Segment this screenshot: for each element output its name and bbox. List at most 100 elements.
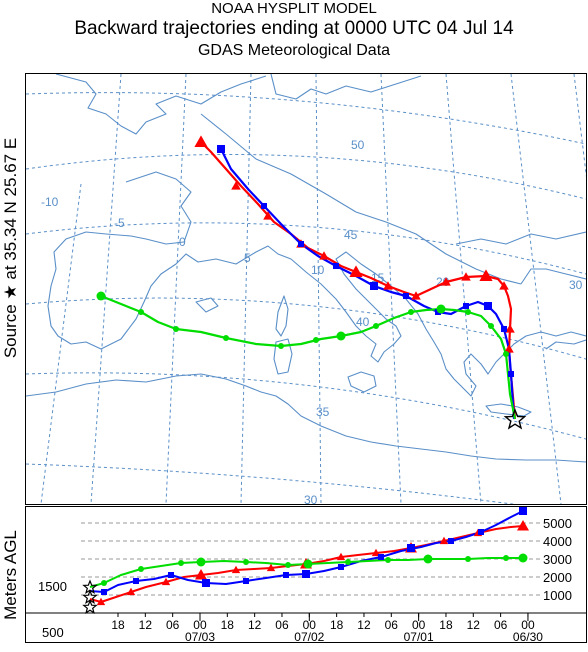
source-location-label: Source ★ at 35.34 N 25.67 E Meters AGL [1,138,20,620]
time-axis-tick-label: 12 [139,618,153,632]
height-green-marker [465,556,471,562]
time-axis-tick-label: 00 [412,618,426,632]
height-blue-marker [407,544,415,552]
trajectory-red-marker [479,269,493,281]
time-axis-tick-label: 00 [193,618,207,632]
height-blue-marker [519,507,527,515]
start-level-500: 500 [42,625,64,640]
height-axis-label: Meters AGL [1,530,20,620]
time-axis-tick-label: 18 [439,618,453,632]
height-red-marker [439,536,449,545]
trajectory-green-marker [336,331,346,341]
trajectory-blue-marker [370,282,378,290]
trajectory-blue-marker [403,293,409,299]
longitude-line-30 [573,74,586,178]
trajectory-blue-marker [333,263,339,269]
trajectory-red-marker [411,291,421,300]
trajectory-green-marker [223,335,229,341]
height-red-marker [161,577,171,586]
longitude-line-25 [510,74,562,504]
trajectory-map: 50 45 40 35 30 -10 -5 0 5 10 15 20 30 [25,73,587,505]
height-green-marker [518,553,528,563]
latitude-line-45 [26,222,586,275]
time-axis-tick-label: 18 [221,618,235,632]
north-sea-coast [270,74,422,100]
height-green-marker [101,580,107,586]
height-red-marker [336,552,346,561]
height-green-markers [101,553,528,586]
time-axis-date-label: 07/02 [294,630,324,642]
longitude-line-0 [165,74,187,504]
height-red-marker [195,569,207,580]
lat-label-35: 35 [316,405,330,419]
latitude-line-35 [26,372,586,440]
height-green-marker [345,559,351,565]
height-green-marker [503,555,509,561]
longitude-line-5 [240,74,252,504]
height-red-marker [266,563,276,572]
lon-label-5: 5 [244,251,251,265]
graticule [26,74,586,504]
time-axis-tick-label: 06 [166,618,180,632]
time-axis-tick-label: 12 [467,618,481,632]
crete-outline [485,403,532,417]
trajectory-blue-marker [298,241,304,247]
trajectory-green-line [100,294,517,420]
graticule-labels: 50 45 40 35 30 -10 -5 0 5 10 15 20 30 [41,138,583,504]
trajectory-red-marker [194,135,208,147]
height-green-marker [138,566,144,572]
source-star-icon [503,408,527,430]
time-axis-tick-label: 12 [248,618,262,632]
sicily-outline [347,371,377,393]
lon-label-m5: -5 [114,216,125,230]
trajectory-green-markers [96,291,509,357]
height-red-marker [96,597,106,606]
trajectory-green-marker [465,309,471,315]
trajectory-red-markers [194,135,515,353]
sardinia-outline [273,338,293,375]
time-axis-tick-label: 06 [275,618,289,632]
lat-label-45: 45 [344,228,358,242]
trajectory-blue-markers [217,145,514,377]
trajectory-blue-marker [261,203,267,209]
start-level-1500: 1500 [38,579,67,594]
height-tick-5000: 5000 [543,516,572,531]
height-red-marker [126,587,136,596]
height-tick-2000: 2000 [543,570,572,585]
danube-border-outline [355,211,522,285]
alpine-border-outline [200,113,357,213]
height-tick-1000: 1000 [543,588,572,603]
trajectory-red-marker [231,181,241,190]
time-axis-date-label: 07/03 [185,630,215,642]
height-blue-line [89,510,524,593]
height-green-marker [303,559,313,569]
start-star-500-icon [82,599,98,615]
height-blue-marker [202,579,210,587]
trajectory-red-marker [319,251,329,260]
height-green-marker [385,557,391,563]
black-sea-south-coast [520,268,586,285]
longitude-line-m5 [90,74,122,504]
corsica-outline [275,295,289,337]
height-blue-marker [302,570,310,578]
trajectory-green-marker [408,309,414,315]
longitude-line-10 [315,74,322,504]
anatolia-coast [545,339,586,350]
coastlines [26,74,586,463]
lat-label-50: 50 [351,138,365,152]
time-axis-tick-label: 06 [385,618,399,632]
trajectory-blue-marker [484,302,492,310]
balearic-islands-outline [195,297,219,313]
trajectory-green-marker [278,343,284,349]
mediterranean-north-coast [47,171,586,397]
height-green-marker [285,562,291,568]
height-blue-markers [101,507,527,595]
height-blue-marker [168,572,174,578]
source-label-text: Source ★ at 35.34 N 25.67 E [1,138,20,358]
trajectory-red-marker [441,277,451,286]
latitude-line-55 [26,92,586,145]
trajectory-red-marker [499,281,509,290]
height-blue-marker [283,572,289,578]
trajectory-green-marker [503,351,509,357]
trajectory-blue-marker [501,326,507,332]
